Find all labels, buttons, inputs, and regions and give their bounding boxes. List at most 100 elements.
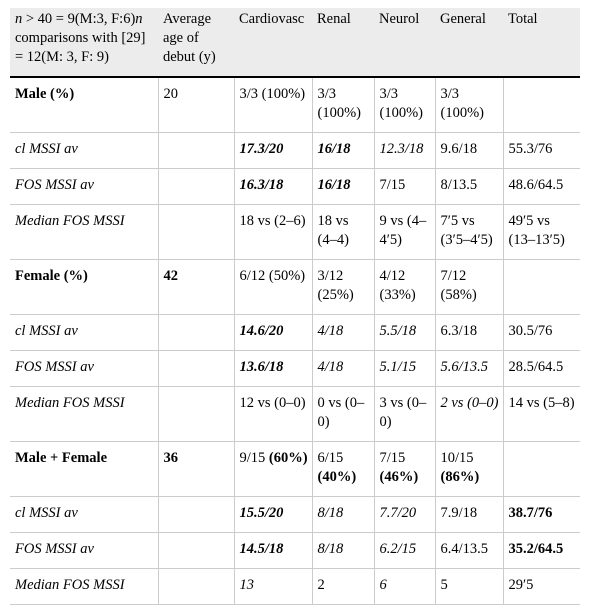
- table-cell: 2 vs (0–0): [434, 386, 503, 442]
- table-cell: [157, 568, 234, 605]
- table-cell: 0 vs (0–0): [311, 386, 374, 442]
- cell-text: 28.5/64.5: [508, 359, 564, 375]
- header-cell: Cardiovasc: [234, 8, 312, 78]
- cell-text: 14 vs (5–8): [508, 395, 575, 411]
- table-cell: 6/12 (50%): [233, 259, 312, 315]
- table-cell: 9.6/18: [434, 132, 503, 169]
- table-cell: 4/18: [311, 350, 374, 387]
- cell-text-part: (86%): [440, 469, 480, 485]
- cell-text-part: 2 vs: [440, 395, 464, 411]
- cell-text-part: (40%): [317, 469, 357, 485]
- cell-text: 16.3/18: [239, 177, 284, 193]
- table-cell: 9/15 (60%): [233, 441, 312, 497]
- table-cell: [157, 350, 234, 387]
- cell-text: 13.6/18: [239, 359, 284, 375]
- cell-text: 29′5: [508, 577, 534, 593]
- cell-text-part: n: [135, 11, 143, 27]
- cell-text: 14.6/20: [239, 323, 284, 339]
- cell-text: 15.5/20: [239, 505, 284, 521]
- cell-text: 30.5/76: [508, 323, 553, 339]
- header-cell: Total: [503, 8, 580, 78]
- table-cell: 2: [311, 568, 374, 605]
- table-cell: [157, 132, 234, 169]
- cell-text: Median FOS MSSI: [15, 395, 125, 411]
- table-row: cl MSSI av 14.6/20 4/18 5.5/18 6.3/18 30.5/76: [10, 314, 580, 351]
- table-cell: [157, 314, 234, 351]
- cell-text: 5.1/15: [379, 359, 417, 375]
- cell-text: cl MSSI av: [15, 323, 78, 339]
- table-cell: 7/15 (46%): [373, 441, 435, 497]
- table-cell: 7′5 vs (3′5–4′5): [434, 204, 503, 260]
- table-cell: 42: [157, 259, 234, 315]
- table-cell: 28.5/64.5: [502, 350, 580, 387]
- table-cell: 5: [434, 568, 503, 605]
- table-cell: Median FOS MSSI: [10, 568, 158, 605]
- table-cell: 12.3/18: [373, 132, 435, 169]
- header-cell: n > 40 = 9(M:3, F:6)n comparisons with […: [10, 8, 158, 78]
- table-cell: 6.4/13.5: [434, 532, 503, 569]
- cell-text: 13: [239, 577, 255, 593]
- table-cell: 13.6/18: [233, 350, 312, 387]
- cell-text: 17.3/20: [239, 141, 284, 157]
- cell-text: 8/18: [317, 505, 344, 521]
- table-cell: 16.3/18: [233, 168, 312, 205]
- cell-text: 49′5 vs (13–13′5): [508, 213, 565, 248]
- cell-text: 38.7/76: [508, 505, 553, 521]
- table-cell: 6.2/15: [373, 532, 435, 569]
- table-cell: 10/15 (86%): [434, 441, 503, 497]
- cell-text: 8/13.5: [440, 177, 478, 193]
- table-cell: 16/18: [311, 132, 374, 169]
- table-cell: 14 vs (5–8): [502, 386, 580, 442]
- table-cell: [157, 496, 234, 533]
- table-cell: [157, 386, 234, 442]
- cell-text: Total: [508, 11, 538, 27]
- table-cell: 7/15: [373, 168, 435, 205]
- cell-text: 36: [163, 450, 179, 466]
- cell-text: 3/3 (100%): [440, 86, 485, 121]
- cell-text: Male + Female: [15, 450, 107, 466]
- table-cell: cl MSSI av: [10, 496, 158, 533]
- table-cell: 29′5: [502, 568, 580, 605]
- header-cell: General: [435, 8, 503, 78]
- cell-text: Renal: [317, 11, 351, 27]
- cell-text-part: > 40 = 9(M:3, F:6): [22, 11, 136, 27]
- cell-text: FOS MSSI av: [15, 541, 94, 557]
- table-cell: 17.3/20: [233, 132, 312, 169]
- table-row: cl MSSI av 17.3/20 16/18 12.3/18 9.6/18 55.3/…: [10, 132, 580, 169]
- table-cell: 18 vs (2–6): [233, 204, 312, 260]
- cell-text: 6/12 (50%): [239, 268, 306, 284]
- data-table: n > 40 = 9(M:3, F:6)n comparisons with […: [10, 8, 580, 605]
- header-cell: Renal: [312, 8, 374, 78]
- cell-text: 5: [440, 577, 448, 593]
- table-cell: 3/3 (100%): [311, 77, 374, 133]
- cell-text: cl MSSI av: [15, 505, 78, 521]
- table-cell: 48.6/64.5: [502, 168, 580, 205]
- table-cell: 5.1/15: [373, 350, 435, 387]
- table-cell: 5.6/13.5: [434, 350, 503, 387]
- table-cell: 49′5 vs (13–13′5): [502, 204, 580, 260]
- cell-text: 0 vs (0–0): [317, 395, 365, 430]
- table-cell: 15.5/20: [233, 496, 312, 533]
- cell-text: Median FOS MSSI: [15, 577, 125, 593]
- cell-text-part: 7/15: [379, 450, 406, 466]
- cell-text: 4/18: [317, 323, 344, 339]
- cell-text: Female (%): [15, 268, 88, 284]
- table-cell: [502, 259, 580, 315]
- table-cell: FOS MSSI av: [10, 350, 158, 387]
- cell-text: 7′5 vs (3′5–4′5): [440, 213, 493, 248]
- table-cell: 13: [233, 568, 312, 605]
- cell-text-part: n: [15, 11, 23, 27]
- table-cell: 8/18: [311, 532, 374, 569]
- table-cell: 3/3 (100%): [233, 77, 312, 133]
- table-cell: 38.7/76: [502, 496, 580, 533]
- cell-text: 7/15: [379, 177, 406, 193]
- table-cell: Median FOS MSSI: [10, 204, 158, 260]
- cell-text: 6.3/18: [440, 323, 478, 339]
- table-row: cl MSSI av 15.5/20 8/18 7.7/20 7.9/18 38.7/76: [10, 496, 580, 533]
- table-cell: 6/15 (40%): [311, 441, 374, 497]
- cell-text: 6.4/13.5: [440, 541, 489, 557]
- table-cell: 8/13.5: [434, 168, 503, 205]
- cell-text: 35.2/64.5: [508, 541, 564, 557]
- table-cell: Female (%): [10, 259, 158, 315]
- table-cell: 9 vs (4–4′5): [373, 204, 435, 260]
